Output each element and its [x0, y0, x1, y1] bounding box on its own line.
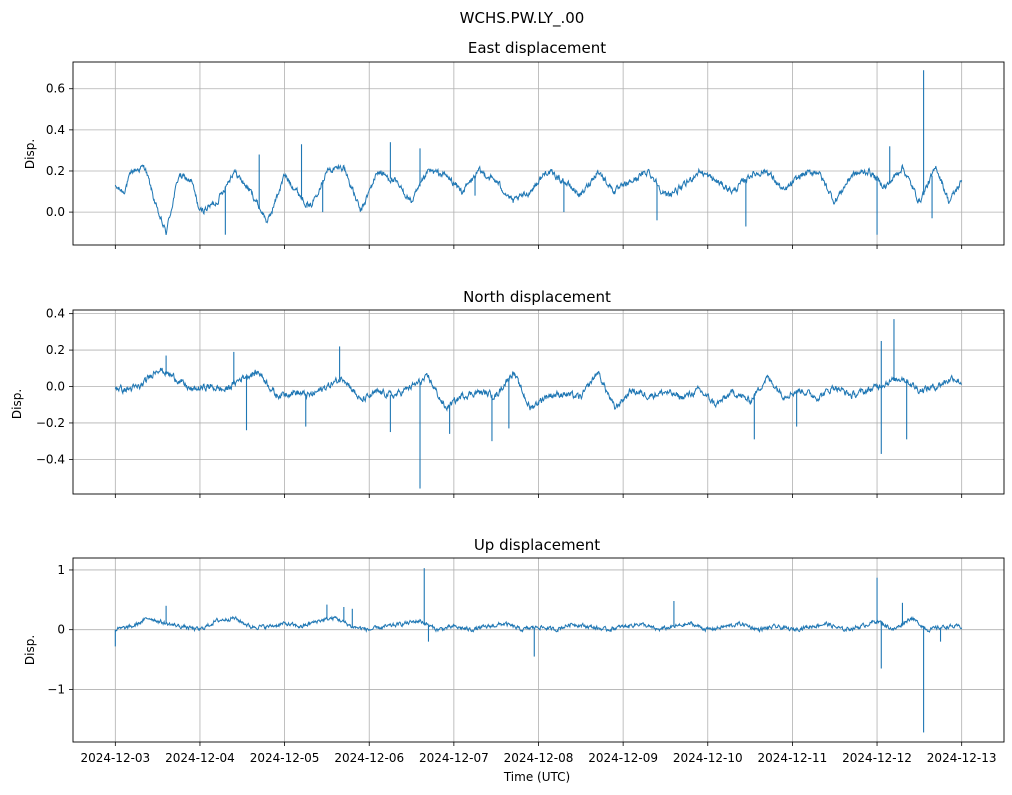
- up-y-tick-label: 0: [57, 623, 65, 637]
- up-y-axis-label: Disp.: [23, 635, 37, 665]
- east-displacement-panel: East displacement Disp. 0.0 0.2 0.4 0.6: [23, 39, 1005, 249]
- x-tick-label: 2024-12-07: [419, 751, 489, 765]
- north-y-tick-label: −0.4: [36, 452, 65, 466]
- east-axes-frame: [72, 61, 1005, 246]
- north-y-axis-label: Disp.: [10, 389, 24, 419]
- east-series-line: [114, 163, 963, 235]
- east-panel-title: East displacement: [468, 39, 606, 57]
- north-series-line: [114, 367, 962, 412]
- north-axes-frame: [72, 309, 1005, 495]
- x-tick-label: 2024-12-06: [334, 751, 404, 765]
- east-y-tick-label: 0.2: [46, 164, 65, 178]
- figure-title: WCHS.PW.LY_.00: [460, 9, 585, 28]
- east-y-tick-label: 0.4: [46, 123, 65, 137]
- x-tick-label: 2024-12-08: [504, 751, 574, 765]
- north-y-tick-label: 0.0: [46, 380, 65, 394]
- north-panel-title: North displacement: [463, 288, 611, 306]
- up-series-line: [114, 615, 963, 634]
- north-y-tick-label: 0.2: [46, 343, 65, 357]
- up-displacement-panel: Up displacement Disp. −1 0 1: [23, 536, 1005, 746]
- x-tick-label: 2024-12-13: [927, 751, 997, 765]
- x-tick-label: 2024-12-03: [80, 751, 150, 765]
- x-tick-labels: 2024-12-03 2024-12-04 2024-12-05 2024-12-06…: [80, 751, 996, 765]
- x-tick-label: 2024-12-04: [165, 751, 235, 765]
- up-axes-frame: [72, 557, 1005, 743]
- east-y-tick-label: 0.0: [46, 205, 65, 219]
- x-tick-label: 2024-12-12: [842, 751, 912, 765]
- east-y-axis-label: Disp.: [23, 139, 37, 169]
- x-tick-label: 2024-12-09: [588, 751, 658, 765]
- up-y-tick-label: 1: [57, 563, 65, 577]
- up-y-tick-label: −1: [47, 682, 65, 696]
- x-tick-label: 2024-12-11: [758, 751, 828, 765]
- east-y-tick-label: 0.6: [46, 82, 65, 96]
- north-y-tick-label: −0.2: [36, 416, 65, 430]
- north-displacement-panel: North displacement Disp. −0.4 −0.2 0.0 0.2 0…: [10, 288, 1005, 498]
- x-tick-label: 2024-12-10: [673, 751, 743, 765]
- x-axis-label: Time (UTC): [503, 770, 570, 784]
- north-y-tick-label: 0.4: [46, 307, 65, 321]
- up-panel-title: Up displacement: [474, 536, 600, 554]
- x-tick-label: 2024-12-05: [250, 751, 320, 765]
